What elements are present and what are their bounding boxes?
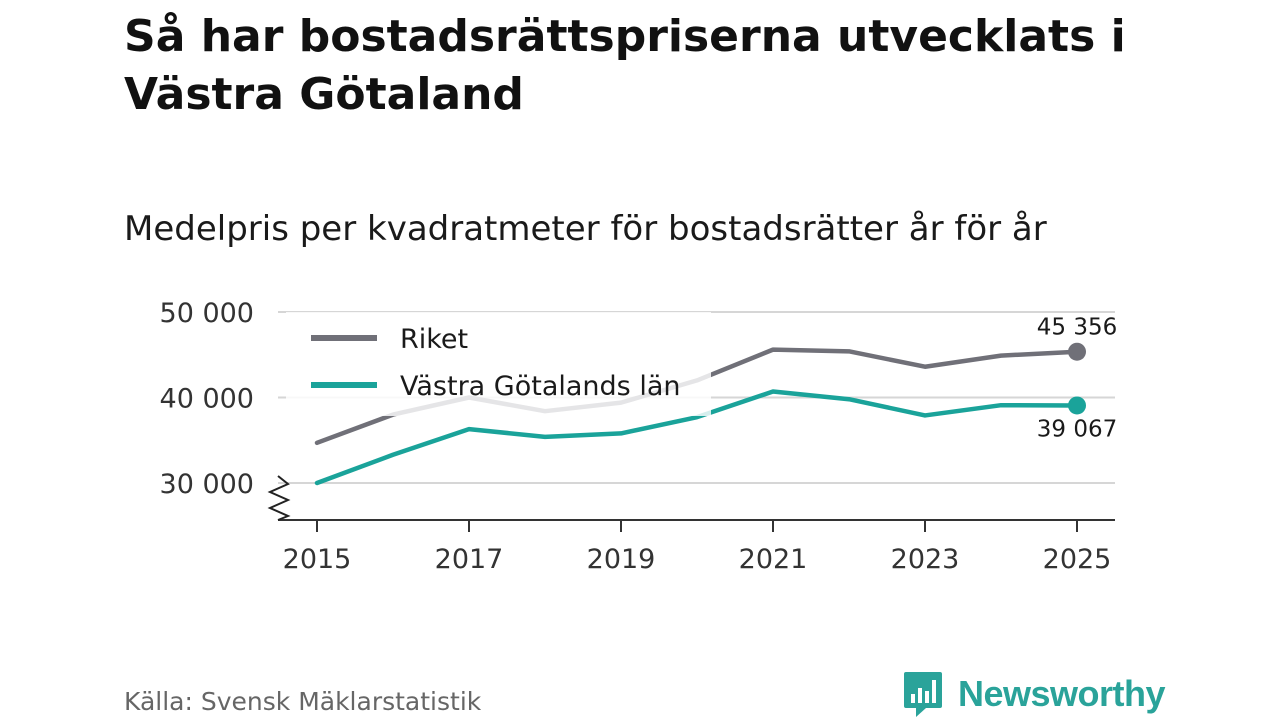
source-credit: Källa: Svensk Mäklarstatistik [124, 687, 482, 716]
data-labels: 45 356 39 067 [1037, 315, 1117, 443]
x-tick-label: 2019 [587, 544, 656, 575]
newsworthy-logo-icon [904, 672, 942, 717]
chart-subtitle: Medelpris per kvadratmeter för bostadsrä… [124, 209, 1047, 249]
legend-label-1: Västra Götalands län [400, 371, 680, 402]
end-marker-0 [1068, 342, 1086, 361]
legend: Riket Västra Götalands län [286, 312, 711, 416]
axes: 30 000 40 000 50 000 2015 2017 2019 2021 2023 20… [160, 298, 1115, 575]
chart-title: Så har bostadsrättspriserna utvecklats i… [124, 11, 1126, 120]
axis-break-icon [267, 475, 291, 521]
brand-name: Newsworthy [958, 673, 1166, 714]
end-value-label-0: 45 356 [1037, 315, 1117, 341]
brand-logo: Newsworthy [902, 670, 1166, 718]
legend-label-0: Riket [400, 324, 468, 355]
end-value-label-1: 39 067 [1037, 416, 1117, 442]
end-marker-1 [1068, 396, 1086, 415]
y-tick-label: 30 000 [160, 469, 254, 500]
x-tick-label: 2023 [891, 544, 960, 575]
legend-box [286, 312, 711, 416]
y-tick-label: 40 000 [160, 384, 254, 415]
series-line-1 [314, 389, 1080, 486]
x-tick-label: 2025 [1043, 544, 1112, 575]
x-tick-label: 2015 [283, 544, 352, 575]
y-tick-label: 50 000 [160, 298, 254, 329]
x-tick-label: 2017 [435, 544, 504, 575]
x-tick-label: 2021 [739, 544, 808, 575]
